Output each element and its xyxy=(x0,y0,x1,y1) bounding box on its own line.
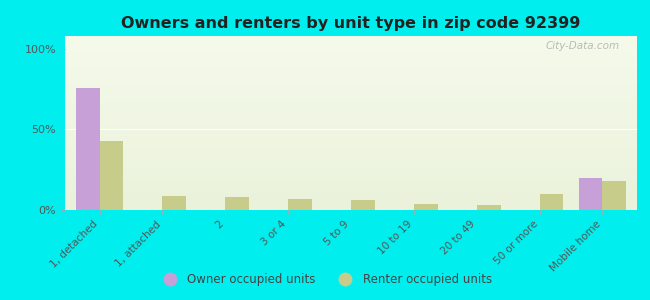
Bar xyxy=(540,194,564,210)
Bar xyxy=(226,197,249,210)
Bar xyxy=(414,204,437,210)
Bar xyxy=(162,196,187,210)
Bar xyxy=(476,205,500,210)
Bar xyxy=(351,200,375,210)
Bar xyxy=(75,88,99,210)
Bar xyxy=(603,181,627,210)
Legend: Owner occupied units, Renter occupied units: Owner occupied units, Renter occupied un… xyxy=(153,269,497,291)
Title: Owners and renters by unit type in zip code 92399: Owners and renters by unit type in zip c… xyxy=(122,16,580,31)
Bar xyxy=(578,178,603,210)
Bar xyxy=(288,199,312,210)
Bar xyxy=(99,141,124,210)
Text: City-Data.com: City-Data.com xyxy=(546,41,620,51)
